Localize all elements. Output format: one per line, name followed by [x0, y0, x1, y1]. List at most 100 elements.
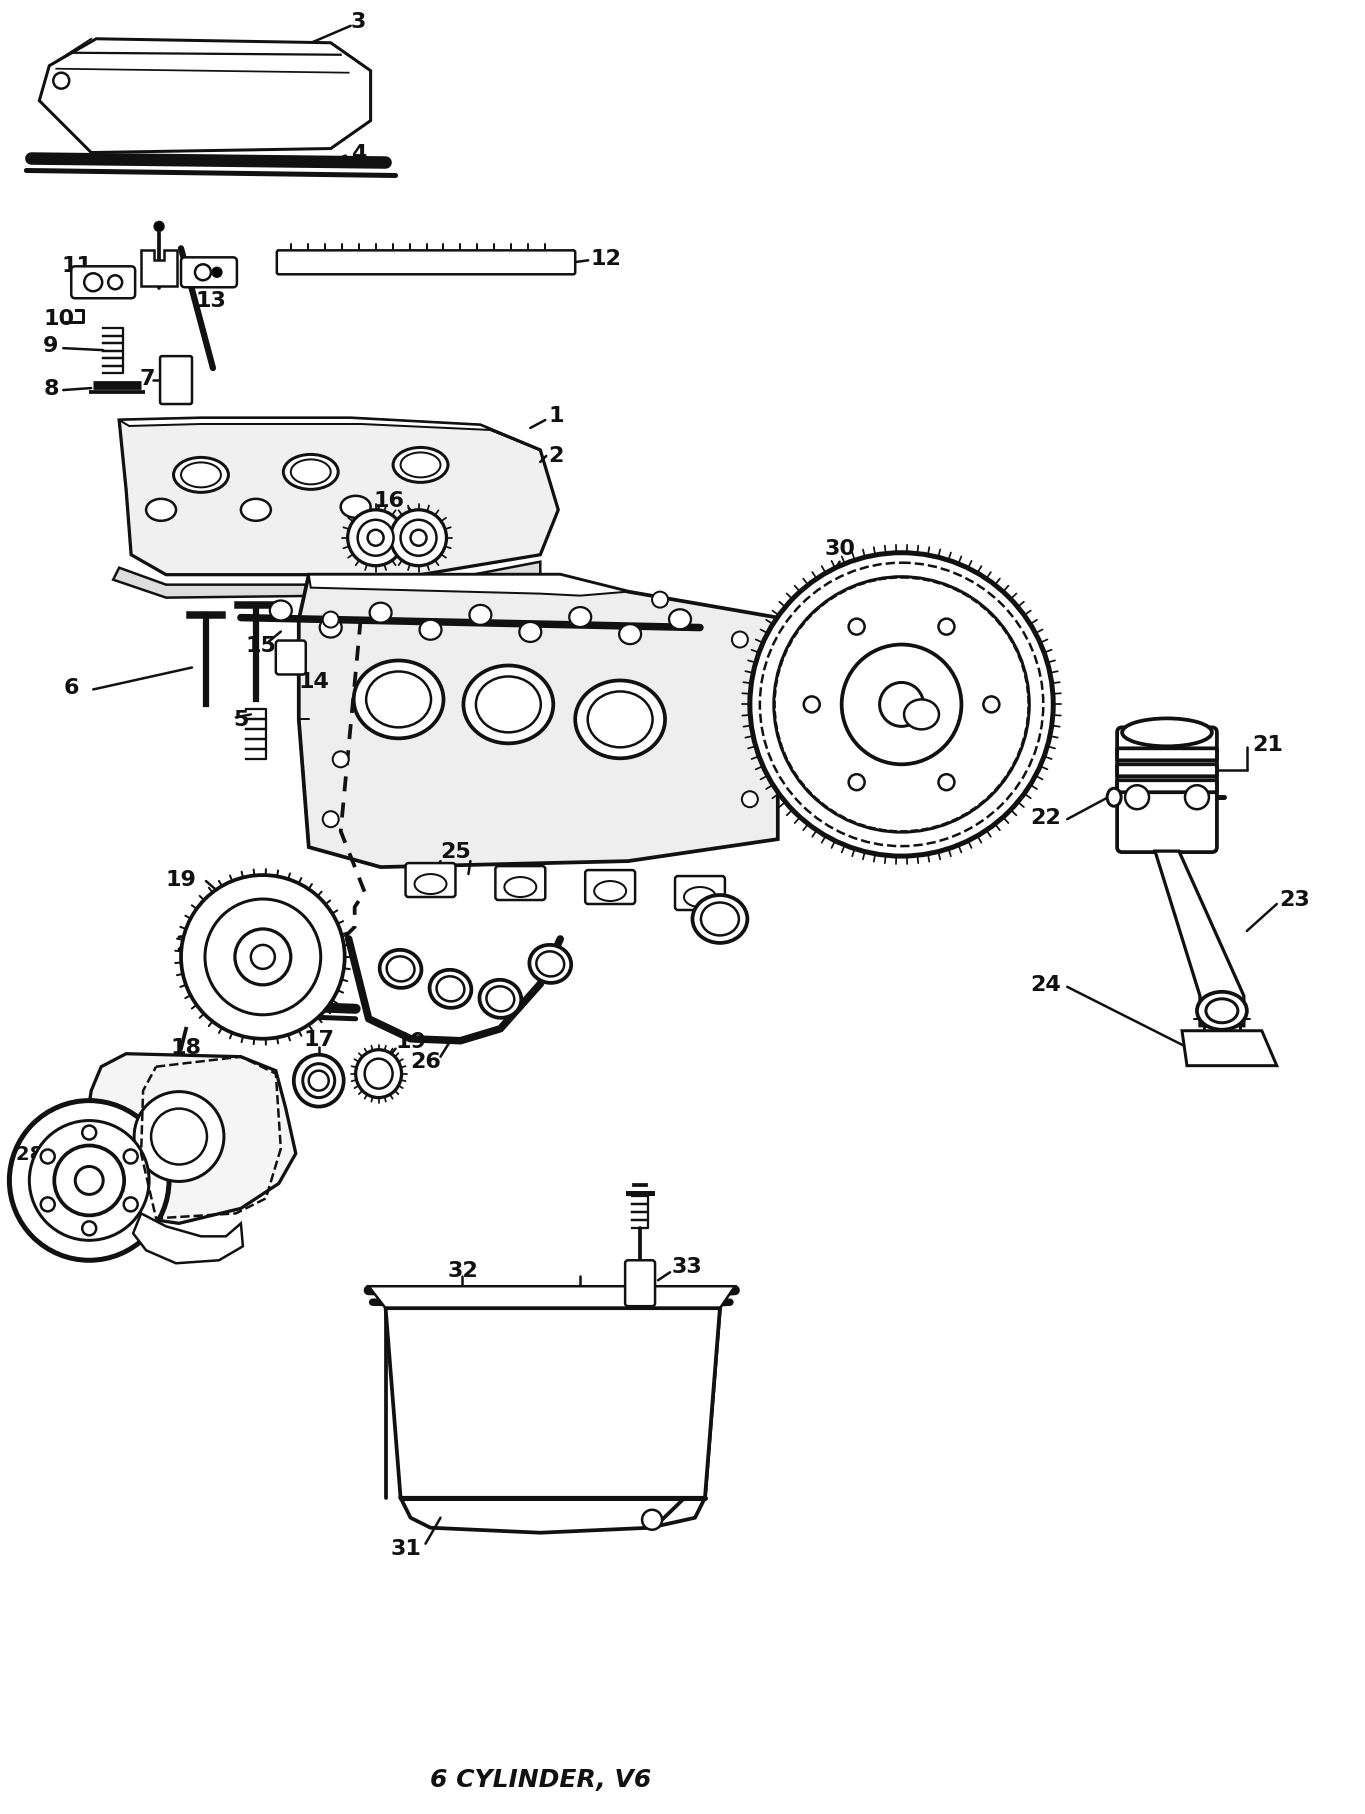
Polygon shape [83, 1054, 296, 1224]
FancyBboxPatch shape [495, 867, 545, 900]
Polygon shape [385, 1308, 719, 1498]
Ellipse shape [364, 1059, 393, 1088]
Ellipse shape [530, 945, 571, 983]
FancyBboxPatch shape [1117, 766, 1218, 776]
Circle shape [358, 521, 393, 557]
Text: 11: 11 [61, 256, 93, 276]
Polygon shape [299, 575, 778, 867]
Circle shape [939, 775, 954, 791]
Ellipse shape [284, 455, 339, 490]
Ellipse shape [356, 1050, 401, 1097]
FancyBboxPatch shape [160, 357, 192, 405]
Ellipse shape [479, 980, 521, 1018]
Text: 25: 25 [440, 842, 471, 862]
Circle shape [195, 265, 212, 281]
Circle shape [367, 530, 384, 546]
Circle shape [134, 1092, 224, 1181]
Ellipse shape [341, 497, 371, 519]
Polygon shape [1182, 1030, 1276, 1067]
Text: 33: 33 [672, 1257, 703, 1277]
Text: 18: 18 [171, 1038, 202, 1058]
Ellipse shape [291, 461, 330, 484]
Text: 20: 20 [175, 934, 206, 954]
Text: 23: 23 [1279, 889, 1309, 909]
Polygon shape [141, 250, 177, 287]
Text: 9: 9 [44, 336, 59, 356]
FancyBboxPatch shape [405, 863, 456, 898]
Text: 6 CYLINDER, V6: 6 CYLINDER, V6 [430, 1767, 651, 1790]
Circle shape [124, 1197, 138, 1212]
Circle shape [53, 74, 70, 89]
Circle shape [85, 274, 102, 292]
Text: 1: 1 [549, 406, 564, 426]
Circle shape [205, 900, 321, 1016]
Ellipse shape [536, 952, 564, 978]
FancyBboxPatch shape [1117, 780, 1218, 793]
Ellipse shape [904, 700, 939, 729]
Ellipse shape [319, 619, 341, 639]
Text: 28 – 29: 28 – 29 [16, 1145, 94, 1163]
Circle shape [10, 1101, 169, 1261]
Text: 12: 12 [590, 249, 621, 268]
Ellipse shape [476, 677, 541, 733]
Ellipse shape [293, 1056, 344, 1107]
Circle shape [322, 811, 339, 827]
Circle shape [642, 1509, 662, 1529]
Circle shape [152, 1108, 207, 1165]
FancyBboxPatch shape [276, 640, 306, 675]
Text: 7: 7 [139, 368, 154, 388]
Circle shape [41, 1197, 55, 1212]
Ellipse shape [1197, 992, 1246, 1030]
Text: 14: 14 [299, 673, 330, 693]
Ellipse shape [1205, 1000, 1238, 1023]
Text: 8: 8 [44, 379, 59, 399]
Text: 22: 22 [1031, 807, 1061, 827]
Ellipse shape [594, 882, 627, 902]
Ellipse shape [182, 463, 221, 488]
Ellipse shape [486, 987, 515, 1012]
Ellipse shape [669, 610, 691, 629]
Circle shape [749, 553, 1054, 856]
Text: 21: 21 [1252, 735, 1283, 755]
Circle shape [124, 1150, 138, 1165]
Text: 19: 19 [396, 1030, 426, 1050]
Circle shape [322, 613, 339, 628]
Ellipse shape [303, 1065, 334, 1097]
Circle shape [212, 268, 222, 278]
Ellipse shape [430, 970, 471, 1009]
Text: 30: 30 [824, 539, 856, 559]
Ellipse shape [620, 624, 642, 644]
Ellipse shape [146, 499, 176, 521]
Text: 3: 3 [351, 13, 366, 33]
Circle shape [411, 530, 426, 546]
Polygon shape [1155, 851, 1244, 1027]
Ellipse shape [692, 896, 748, 943]
Circle shape [879, 684, 924, 727]
Text: 16: 16 [373, 490, 404, 510]
Circle shape [41, 1150, 55, 1165]
Circle shape [154, 223, 164, 232]
Ellipse shape [588, 693, 652, 747]
Circle shape [732, 633, 748, 648]
FancyBboxPatch shape [1117, 749, 1218, 760]
Text: 4: 4 [351, 143, 366, 163]
Polygon shape [308, 575, 628, 597]
Circle shape [743, 791, 758, 807]
Text: 26: 26 [410, 1050, 441, 1070]
Ellipse shape [400, 454, 441, 479]
Circle shape [1125, 785, 1149, 809]
Circle shape [55, 1146, 124, 1215]
Ellipse shape [419, 620, 441, 640]
Text: 24: 24 [1031, 974, 1061, 994]
Polygon shape [134, 1214, 243, 1264]
Ellipse shape [379, 951, 422, 989]
Circle shape [75, 1166, 104, 1195]
Polygon shape [119, 419, 541, 450]
Ellipse shape [370, 604, 392, 624]
Circle shape [390, 510, 446, 566]
Ellipse shape [393, 448, 448, 483]
FancyBboxPatch shape [1117, 727, 1218, 853]
Ellipse shape [684, 887, 715, 907]
Ellipse shape [569, 608, 591, 628]
Ellipse shape [1122, 718, 1212, 747]
